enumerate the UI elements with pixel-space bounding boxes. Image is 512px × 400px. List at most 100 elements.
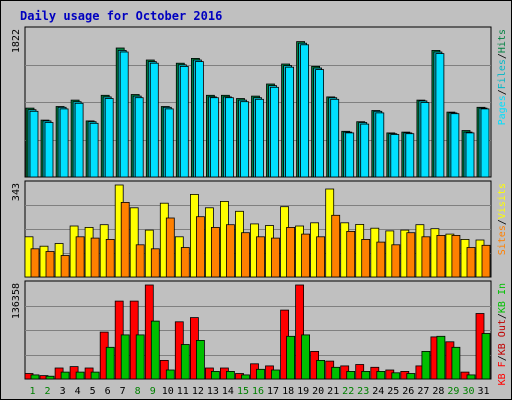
bar-sites-day-7: [120, 201, 130, 278]
day-label-5: 5: [90, 386, 96, 397]
panel-visits-sites: 343 Sites/Visits: [11, 180, 508, 278]
panel-hits-files-pages: 1822 Pages/Files/Hits: [11, 26, 508, 178]
legend-sep1: /: [497, 89, 508, 95]
legend-sep1: /: [497, 219, 508, 225]
day-label-11: 11: [177, 386, 189, 397]
bar-pages-day-25: [390, 134, 400, 178]
legend: Pages/Files/Hits: [497, 29, 508, 125]
bar-kb-in-day-22: [346, 370, 356, 380]
bar-sites-day-5: [90, 237, 100, 278]
bar-sites-day-30: [466, 247, 476, 278]
bar-sites-day-25: [391, 244, 401, 278]
bar-kb-in-day-16: [256, 368, 265, 380]
bar-pages-day-9: [149, 62, 159, 178]
bar-kb-in-day-15: [241, 374, 250, 380]
bar-kb-in-day-2: [45, 375, 55, 380]
day-label-6: 6: [105, 386, 111, 397]
bar-kb-in-day-3: [60, 371, 70, 380]
bar-pages-day-17: [270, 86, 279, 178]
bar-kb-in-day-12: [195, 339, 205, 380]
day-label-16: 16: [252, 386, 264, 397]
legend-sep2: /: [497, 313, 508, 319]
day-label-4: 4: [75, 386, 81, 397]
bar-pages-day-28: [435, 53, 445, 178]
bar-pages-day-19: [300, 44, 310, 178]
day-label-3: 3: [60, 386, 66, 397]
bar-kb-in-day-17: [271, 369, 280, 380]
bar-kb-in-day-8: [135, 334, 145, 380]
bar-pages-day-18: [285, 66, 295, 178]
bar-pages-day-21: [330, 98, 340, 178]
bar-kb-in-day-21: [331, 366, 341, 380]
bar-sites-day-13: [210, 226, 220, 278]
bar-sites-day-22: [346, 230, 356, 278]
bar-pages-day-2: [44, 122, 54, 178]
bar-kb-in-day-6: [105, 346, 115, 380]
bar-sites-day-1: [30, 248, 40, 278]
bar-kb-in-day-23: [361, 370, 371, 380]
legend-sep2: /: [497, 53, 508, 59]
bar-sites-day-2: [45, 251, 55, 278]
bar-sites-day-31: [481, 244, 491, 278]
day-axis: 1 2 3 4 5 6 7 8 9 10 11 12 13 14 15 16 17 18 19 20 21 22 23 24 2…: [29, 386, 489, 397]
bar-pages-day-12: [194, 61, 204, 178]
y-max-label: 1822: [11, 29, 22, 53]
bar-sites-day-28: [436, 234, 446, 278]
bar-sites-day-11: [180, 247, 190, 278]
bar-kb-in-day-20: [316, 359, 326, 380]
bar-pages-day-15: [240, 101, 249, 178]
bar-sites-day-29: [451, 234, 461, 278]
y-max-label: 343: [11, 183, 22, 201]
bar-sites-day-23: [361, 238, 371, 278]
legend-kb_in: KB In: [497, 283, 508, 313]
bar-sites-day-10: [165, 217, 175, 278]
day-label-10: 10: [162, 386, 174, 397]
day-label-13: 13: [207, 386, 219, 397]
legend-sites: Sites: [497, 225, 508, 255]
bar-sites-day-14: [225, 224, 235, 278]
day-label-25: 25: [387, 386, 399, 397]
bar-pages-day-10: [164, 108, 174, 178]
bar-pages-day-22: [345, 132, 355, 178]
bar-sites-day-26: [406, 232, 416, 278]
legend-visits: Visits: [497, 183, 508, 219]
bar-sites-day-24: [376, 241, 386, 278]
bar-pages-day-14: [224, 97, 234, 178]
day-label-15: 15: [237, 386, 249, 397]
bar-sites-day-4: [75, 236, 85, 278]
day-label-22: 22: [342, 386, 354, 397]
y-max-label: 136358: [11, 283, 22, 319]
bar-kb-in-day-29: [451, 346, 461, 380]
day-label-17: 17: [267, 386, 279, 397]
bar-sites-day-27: [421, 236, 431, 278]
bar-kb-in-day-28: [436, 335, 446, 380]
bar-sites-day-16: [256, 236, 265, 278]
bar-kb-in-day-30: [466, 374, 476, 380]
bar-kb-in-day-14: [225, 370, 235, 380]
bar-kb-in-day-25: [391, 372, 401, 380]
bar-kb-in-day-31: [481, 333, 491, 380]
day-label-12: 12: [192, 386, 204, 397]
day-label-21: 21: [327, 386, 339, 397]
day-label-19: 19: [297, 386, 309, 397]
legend-hits: Hits: [497, 29, 508, 53]
bar-kb-in-day-4: [75, 371, 85, 380]
day-label-8: 8: [135, 386, 141, 397]
bar-sites-day-19: [301, 233, 311, 278]
legend-kb_out: KB Out: [497, 319, 508, 355]
day-label-29: 29: [447, 386, 459, 397]
bar-kb-in-day-24: [376, 370, 386, 380]
day-label-2: 2: [44, 386, 50, 397]
legend-kb_f: KB F: [497, 361, 508, 385]
bar-sites-day-18: [286, 226, 296, 278]
bar-pages-day-4: [74, 102, 84, 178]
bar-sites-day-6: [105, 238, 115, 278]
legend: Sites/Visits: [497, 183, 508, 255]
bar-kb-in-day-10: [165, 369, 175, 380]
bar-pages-day-13: [209, 97, 219, 178]
bar-kb-in-day-18: [286, 335, 296, 380]
bar-kb-in-day-19: [301, 334, 311, 380]
chart-title: Daily usage for October 2016: [20, 9, 223, 23]
bar-pages-day-8: [134, 97, 144, 178]
